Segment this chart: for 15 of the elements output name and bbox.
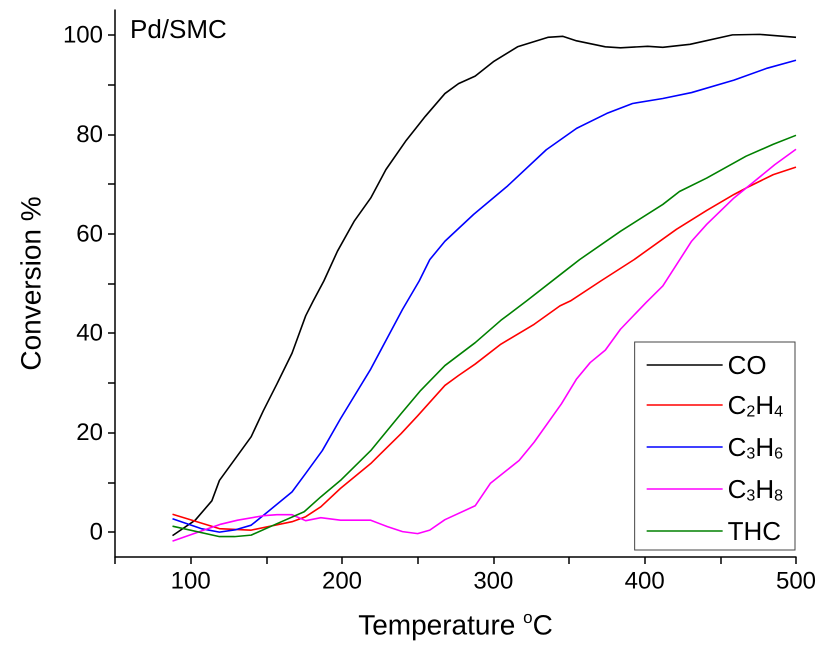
legend-label: CO (728, 350, 767, 380)
y-tick-label: 0 (90, 518, 103, 546)
y-tick-label: 100 (62, 21, 103, 48)
x-tick-label: 300 (473, 568, 514, 594)
y-tick-label: 80 (76, 120, 103, 148)
y-tick-label: 60 (76, 220, 103, 248)
x-tick-label: 200 (322, 568, 362, 594)
y-axis-title: Conversion % (16, 196, 46, 371)
chart-title: Pd/SMC (130, 14, 227, 44)
x-tick-label: 400 (624, 568, 665, 594)
legend-label: THC (728, 516, 782, 546)
y-tick-label: 20 (76, 419, 103, 446)
x-tick-label: 100 (170, 568, 211, 594)
x-tick-label: 500 (776, 568, 816, 594)
y-tick-label: 40 (76, 320, 103, 347)
